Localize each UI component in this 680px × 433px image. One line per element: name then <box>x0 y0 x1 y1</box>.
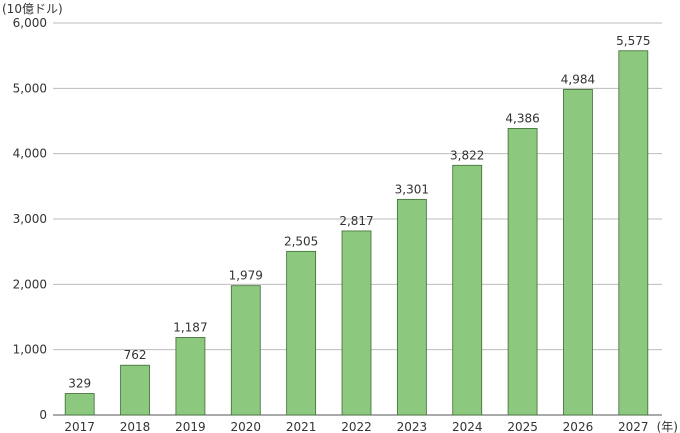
x-tick-label: 2017 <box>64 420 95 433</box>
data-label: 2,505 <box>284 234 318 248</box>
bar <box>341 230 372 416</box>
y-tick-label: 5,000 <box>13 81 47 95</box>
bar <box>396 198 427 416</box>
x-tick-label: 2026 <box>563 420 594 433</box>
y-tick-label: 3,000 <box>13 212 47 226</box>
bar <box>286 250 317 416</box>
data-label: 762 <box>124 348 147 362</box>
bar <box>120 364 150 416</box>
y-tick-label: 1,000 <box>13 343 47 357</box>
data-label: 1,187 <box>173 320 207 334</box>
bar <box>507 128 538 416</box>
bar <box>452 164 483 416</box>
bar <box>618 50 649 416</box>
bar <box>230 285 261 416</box>
data-label: 3,822 <box>450 148 484 162</box>
x-tick-label: 2027 <box>618 420 649 433</box>
x-tick-label: 2025 <box>507 420 538 433</box>
data-label: 2,817 <box>339 214 373 228</box>
x-tick-label: 2023 <box>397 420 428 433</box>
label-layer: 0 1,000 2,000 3,000 4,000 5,000 6,000 329 2017 76… <box>13 16 651 433</box>
x-tick-label: 2018 <box>120 420 151 433</box>
bar <box>175 337 206 416</box>
y-tick-label: 0 <box>39 408 47 422</box>
y-axis-unit-label: (10億ドル) <box>2 2 63 16</box>
x-axis-unit-label: (年) <box>657 420 678 433</box>
data-label: 3,301 <box>395 182 429 196</box>
x-tick-label: 2022 <box>341 420 372 433</box>
y-tick-label: 2,000 <box>13 277 47 291</box>
data-label: 329 <box>68 377 91 391</box>
data-label: 5,575 <box>616 34 650 48</box>
x-tick-label: 2020 <box>230 420 261 433</box>
bar <box>563 88 593 416</box>
x-tick-label: 2019 <box>175 420 206 433</box>
y-tick-label: 4,000 <box>13 147 47 161</box>
bar-layer <box>64 50 649 416</box>
data-label: 1,979 <box>229 269 263 283</box>
data-label: 4,386 <box>505 111 539 125</box>
y-tick-label: 6,000 <box>13 16 47 30</box>
x-tick-label: 2024 <box>452 420 483 433</box>
data-label: 4,984 <box>561 72 595 86</box>
bar <box>64 393 95 416</box>
x-tick-label: 2021 <box>286 420 317 433</box>
